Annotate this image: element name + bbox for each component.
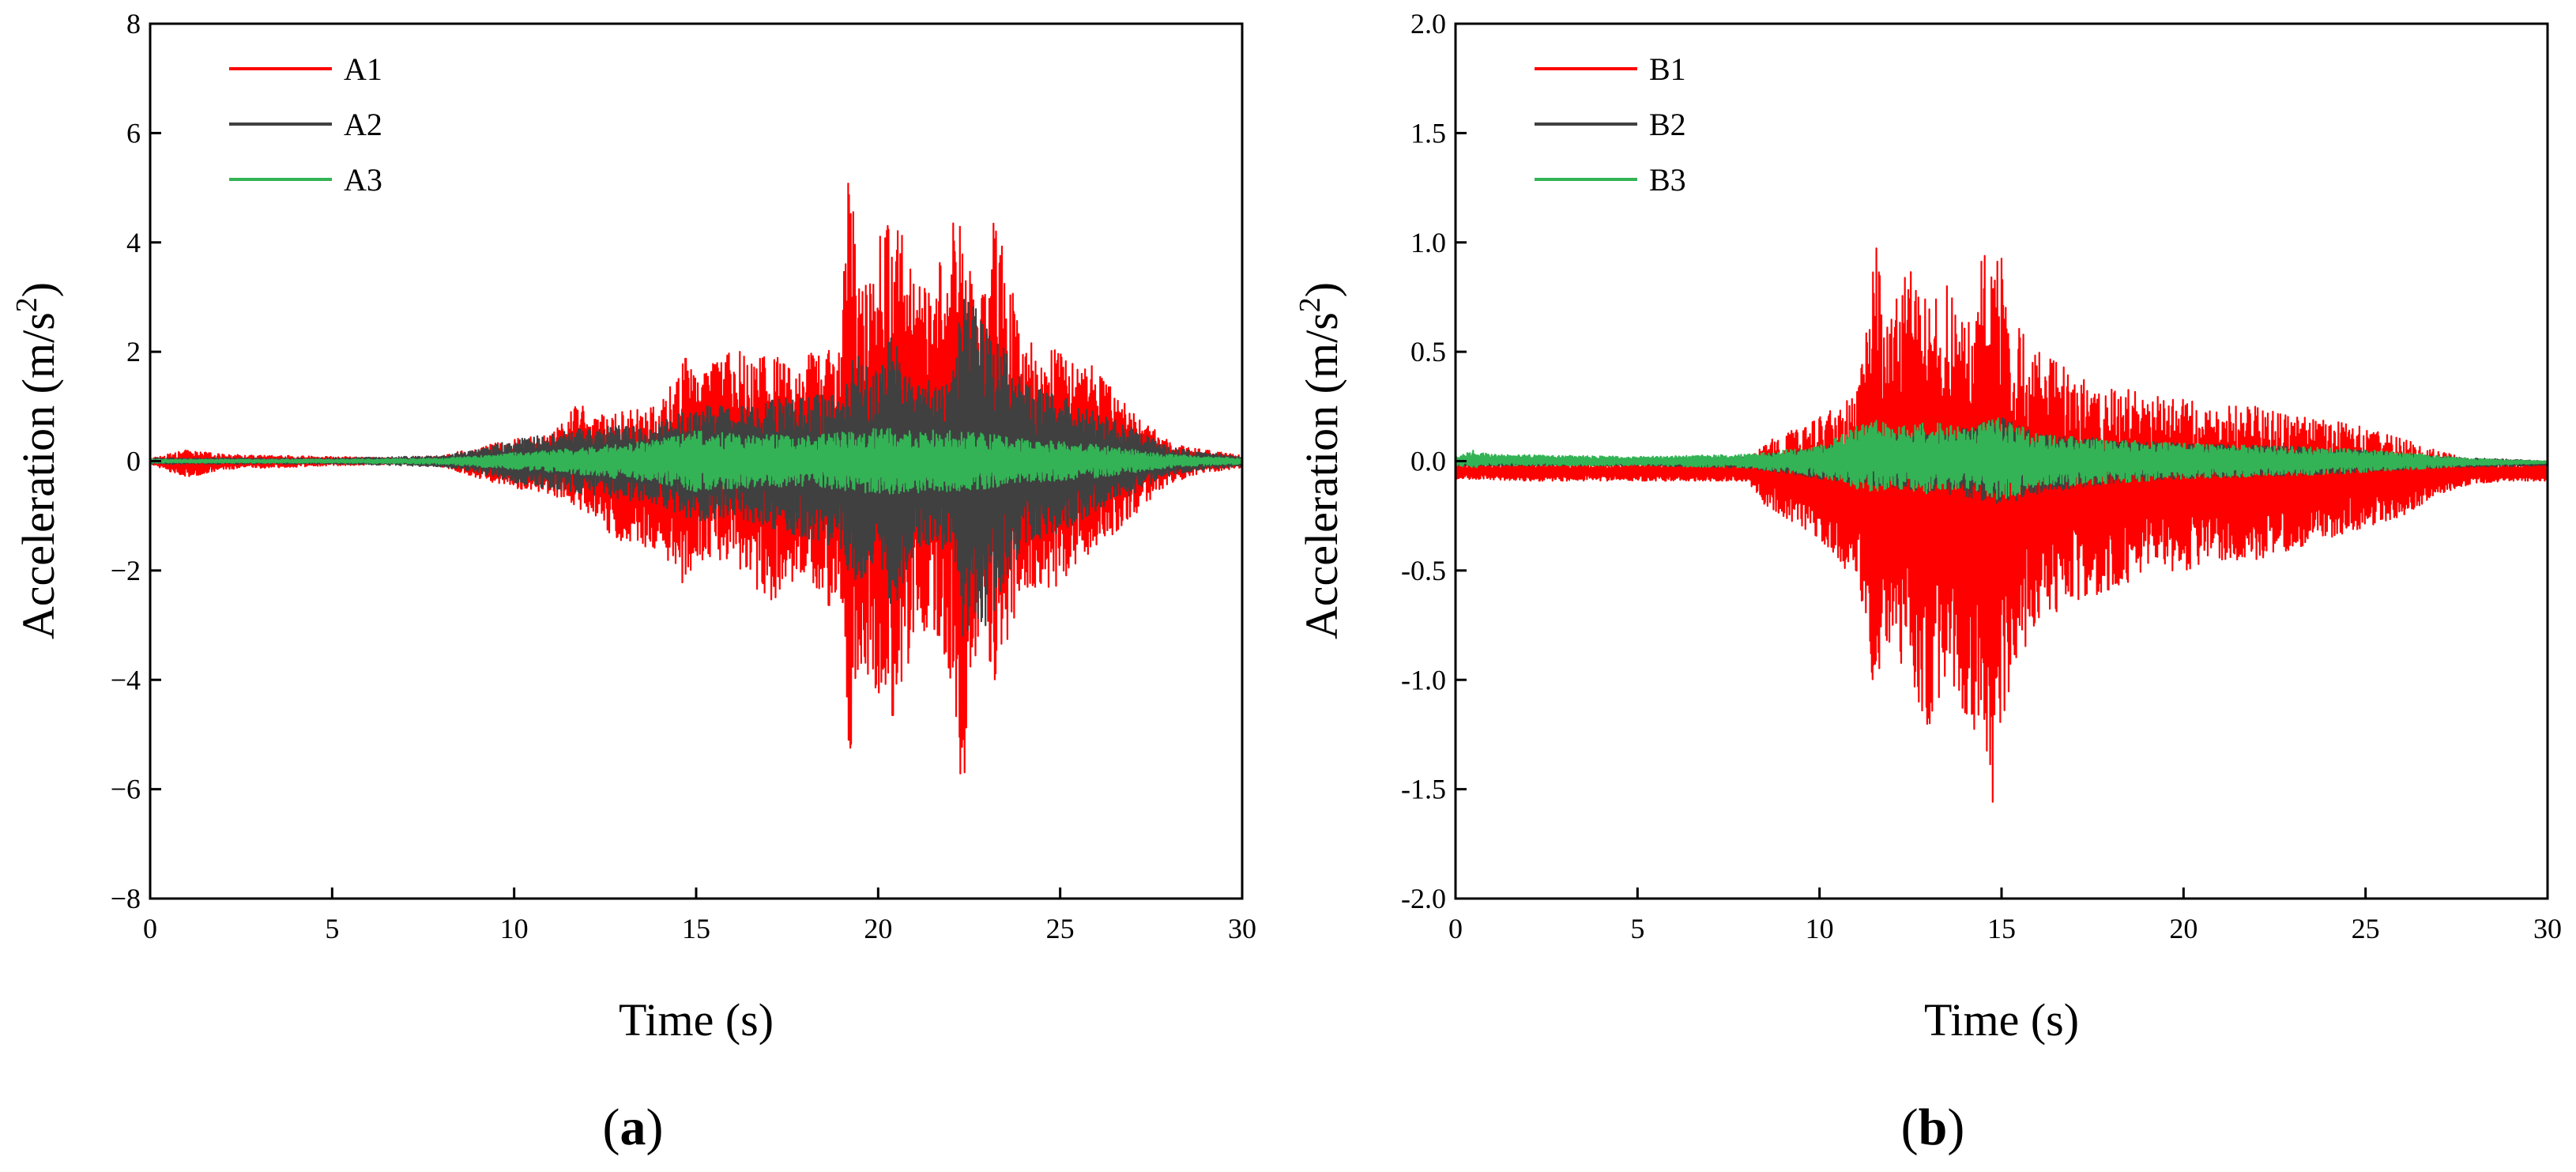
panel-b-y-tick-label-6: 1.0 [1410,227,1446,258]
panel-b-x-tick-label-2: 10 [1806,913,1834,944]
panel-a-y-tick-label-6: 4 [126,227,141,258]
panel-b-legend-label-B3: B3 [1649,162,1686,198]
panel-a-y-axis-title: Acceleration (m/s2) [10,282,64,639]
panel-a-y-axis-title-close: ) [13,282,64,297]
panel-b-series-layer [1454,247,2549,803]
panel-a-axes-layer: 0 5 10 15 20 25 30 −8 −6 −4 −2 0 2 4 6 8 [111,8,1256,944]
panel-a-label-open: ( [603,1099,620,1156]
panel-b-y-tick-label-5: 0.5 [1410,336,1446,367]
panel-a-legend-label-A2: A2 [344,107,382,142]
panel-a-label-close: ) [646,1099,664,1156]
panel-b-y-axis-title-superscript: 2 [1294,297,1327,312]
panel-a-y-tick-label-0: −8 [111,883,141,914]
panel-b-x-tick-label-6: 30 [2533,913,2562,944]
panel-a-x-tick-label-2: 10 [500,913,529,944]
panel-a-y-tick-label-1: −6 [111,774,141,805]
panel-b-y-tick-label-8: 2.0 [1410,8,1446,40]
panel-b-y-tick-label-2: -1.0 [1401,664,1446,695]
panel-b-axes-layer: 0 5 10 15 20 25 30 -2.0 -1.5 -1.0 -0.5 0.0 0.5 1.0 1.5… [1401,8,2562,944]
panel-a-label: (a) [603,1099,664,1156]
panel-a-y-tick-label-4: 0 [126,446,141,477]
panel-b-x-tick-label-1: 5 [1630,913,1644,944]
panel-b-label-close: ) [1947,1099,1964,1156]
panel-a-y-axis-title-superscript: 2 [10,297,43,312]
panel-a-y-tick-label-5: 2 [126,336,141,367]
panel-b-series-B3 [1454,417,2549,500]
panel-b-y-axis-title-main: Acceleration (m/s [1296,312,1347,639]
panel-b-y-tick-label-4: 0.0 [1410,446,1446,477]
panel-a-legend: A1 A2 A3 [229,51,382,198]
panel-a-x-axis-title: Time (s) [619,994,774,1046]
panel-b-x-tick-label-5: 25 [2352,913,2380,944]
panel-a-y-axis-title-main: Acceleration (m/s [13,312,64,639]
panel-b-y-tick-label-1: -1.5 [1401,774,1446,805]
panel-a-y-tick-label-8: 8 [126,8,141,40]
panel-b-y-tick-label-0: -2.0 [1401,883,1446,914]
panel-b-x-tick-label-3: 15 [1987,913,2016,944]
panel-a-x-tick-label-5: 25 [1046,913,1075,944]
panel-b-legend-label-B1: B1 [1649,51,1686,87]
panel-a-x-tick-label-3: 15 [682,913,710,944]
panel-a-label-letter: a [620,1099,646,1156]
panel-a-y-tick-label-2: −4 [111,664,141,695]
panel-b-y-axis-title: Acceleration (m/s2) [1294,282,1347,639]
panel-b: 0 5 10 15 20 25 30 -2.0 -1.5 -1.0 -0.5 0.0 0.5 1.0 1.5… [1294,8,2562,1156]
panel-b-y-tick-label-7: 1.5 [1410,117,1446,149]
panel-a-legend-label-A3: A3 [344,162,382,198]
panel-b-label-open: ( [1901,1099,1919,1156]
panel-a-x-tick-label-4: 20 [864,913,892,944]
panel-a-y-tick-label-7: 6 [126,117,141,149]
panel-b-x-axis-title: Time (s) [1924,994,2079,1046]
panel-a-legend-label-A1: A1 [344,51,382,87]
panel-a-series-layer [149,183,1244,774]
panel-a-x-tick-label-1: 5 [325,913,339,944]
panel-b-series-B1 [1454,247,2549,803]
panel-b-x-tick-label-4: 20 [2169,913,2198,944]
panel-b-label: (b) [1901,1099,1965,1156]
panel-b-y-tick-label-3: -0.5 [1401,555,1446,586]
panel-a-series-A3 [149,428,1244,495]
panel-b-legend-label-B2: B2 [1649,107,1686,142]
panel-b-y-axis-title-close: ) [1296,282,1347,297]
panel-b-x-tick-label-0: 0 [1448,913,1463,944]
panel-a-x-tick-label-0: 0 [143,913,157,944]
panel-a-x-tick-label-6: 30 [1228,913,1256,944]
panel-a: 0 5 10 15 20 25 30 −8 −6 −4 −2 0 2 4 6 8 A1 A2 A3 Time (s… [10,8,1256,1156]
panel-b-label-letter: b [1919,1099,1948,1156]
panel-b-legend: B1 B2 B3 [1535,51,1686,198]
panel-a-y-tick-label-3: −2 [111,555,141,586]
